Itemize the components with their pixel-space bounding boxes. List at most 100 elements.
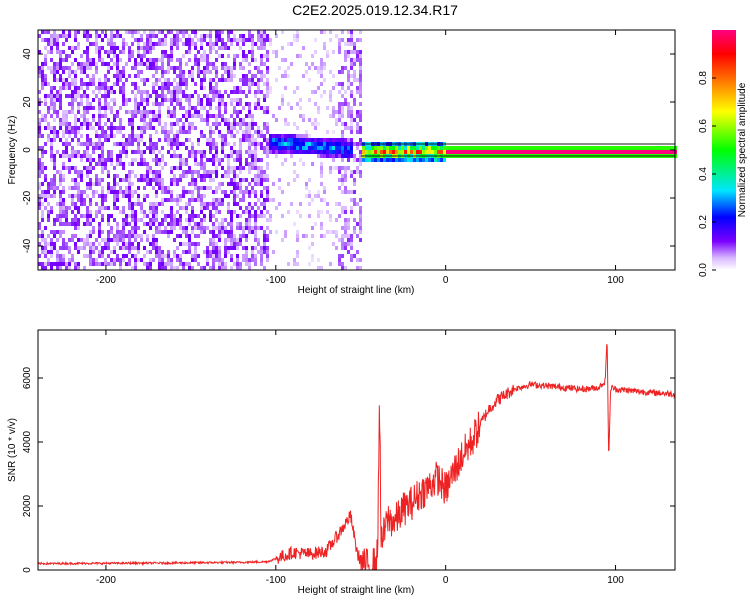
spectrogram-cell [317,194,320,198]
spectrogram-cell [308,246,311,250]
spectrogram-cell [356,234,359,238]
spectrogram-cell [53,186,56,190]
spectrogram-cell [158,246,161,250]
spectrogram-cell [248,78,251,82]
spectrogram-cell [125,242,128,246]
spectrogram-cell [197,194,200,198]
spectrogram-cell [131,210,134,214]
spectrogram-cell [344,54,347,58]
spectrogram-cell [188,98,191,102]
spectrogram-cell [164,86,167,90]
spectrogram-cell [62,134,65,138]
spectrogram-cell [335,202,338,206]
spectrogram-cell [212,66,215,70]
spectrogram-cell [155,194,158,198]
spectrogram-cell [350,154,353,158]
spectrogram-cell [161,158,164,162]
spectrogram-cell [62,222,65,226]
spectrogram-cell [44,118,47,122]
spectrogram-cell [212,198,215,202]
spectrogram-cell [215,234,218,238]
spectrogram-cell [191,146,194,150]
spectrogram-cell [248,114,251,118]
spectrogram-cell [359,118,362,122]
spectrogram-cell [131,226,134,230]
spectrogram-cell [419,150,422,154]
spectrogram-cell [119,74,122,78]
spectrogram-cell [242,122,245,126]
spectrogram-cell [68,102,71,106]
spectrogram-cell [566,146,569,150]
spectrogram-cell [245,262,248,266]
spectrogram-cell [86,50,89,54]
spectrogram-cell [167,58,170,62]
spectrogram-cell [257,206,260,210]
spectrogram-cell [68,54,71,58]
spectrogram-cell [266,138,269,142]
spectrogram-cell [236,202,239,206]
spectrogram-cell [305,134,308,138]
spectrogram-cell [212,222,215,226]
spectrogram-cell [149,262,152,266]
spectrogram-cell [188,218,191,222]
spectrogram-cell [53,134,56,138]
spectrogram-cell [242,50,245,54]
spectrogram-cell [236,182,239,186]
spectrogram-cell [68,194,71,198]
spectrogram-cell [611,146,614,150]
spectrogram-cell [104,122,107,126]
spectrogram-cell [236,246,239,250]
spectrogram-cell [359,138,362,142]
spectrogram-cell [284,122,287,126]
spectrogram-cell [164,70,167,74]
spectrogram-cell [116,182,119,186]
spectrogram-cell [338,138,341,142]
spectrogram-cell [110,110,113,114]
spectrogram-cell [92,74,95,78]
spectrogram-cell [41,114,44,118]
spectrogram-cell [515,150,518,154]
spectrogram-cell [125,246,128,250]
spectrogram-cell [254,190,257,194]
spectrogram-cell [53,154,56,158]
spectrogram-cell [323,138,326,142]
spectrogram-cell [194,178,197,182]
spectrogram-cell [110,86,113,90]
spectrogram-cell [59,214,62,218]
spectrogram-cell [233,246,236,250]
spectrogram-cell [104,258,107,262]
spectrogram-cell [149,62,152,66]
spectrogram-cell [164,266,167,270]
spectrogram-cell [197,186,200,190]
spectrogram-cell [338,102,341,106]
spectrogram-cell [89,102,92,106]
spectrogram-cell [83,266,86,270]
spectrogram-cell [89,210,92,214]
spectrogram-cell [230,90,233,94]
spectrogram-cell [65,246,68,250]
spectrogram-cell [155,154,158,158]
spectrogram-cell [158,202,161,206]
spectrogram-cell [263,150,266,154]
spectrogram-cell [110,58,113,62]
spectrogram-cell [245,218,248,222]
spectrogram-cell [239,86,242,90]
spectrogram-cell [218,34,221,38]
spectrogram-cell [206,34,209,38]
spectrogram-cell [74,122,77,126]
spectrogram-cell [200,158,203,162]
spectrogram-cell [266,66,269,70]
spectrogram-cell [272,114,275,118]
spectrogram-cell [221,202,224,206]
spectrogram-cell [269,198,272,202]
spectrogram-cell [86,122,89,126]
spectrogram-cell [326,138,329,142]
spectrogram-cell [92,146,95,150]
spectrogram-cell [101,202,104,206]
spectrogram-cell [179,142,182,146]
spectrogram-cell [104,130,107,134]
spectrogram-cell [596,146,599,150]
spectrogram-cell [107,90,110,94]
spectrogram-cell [164,122,167,126]
spectrogram-cell [200,54,203,58]
